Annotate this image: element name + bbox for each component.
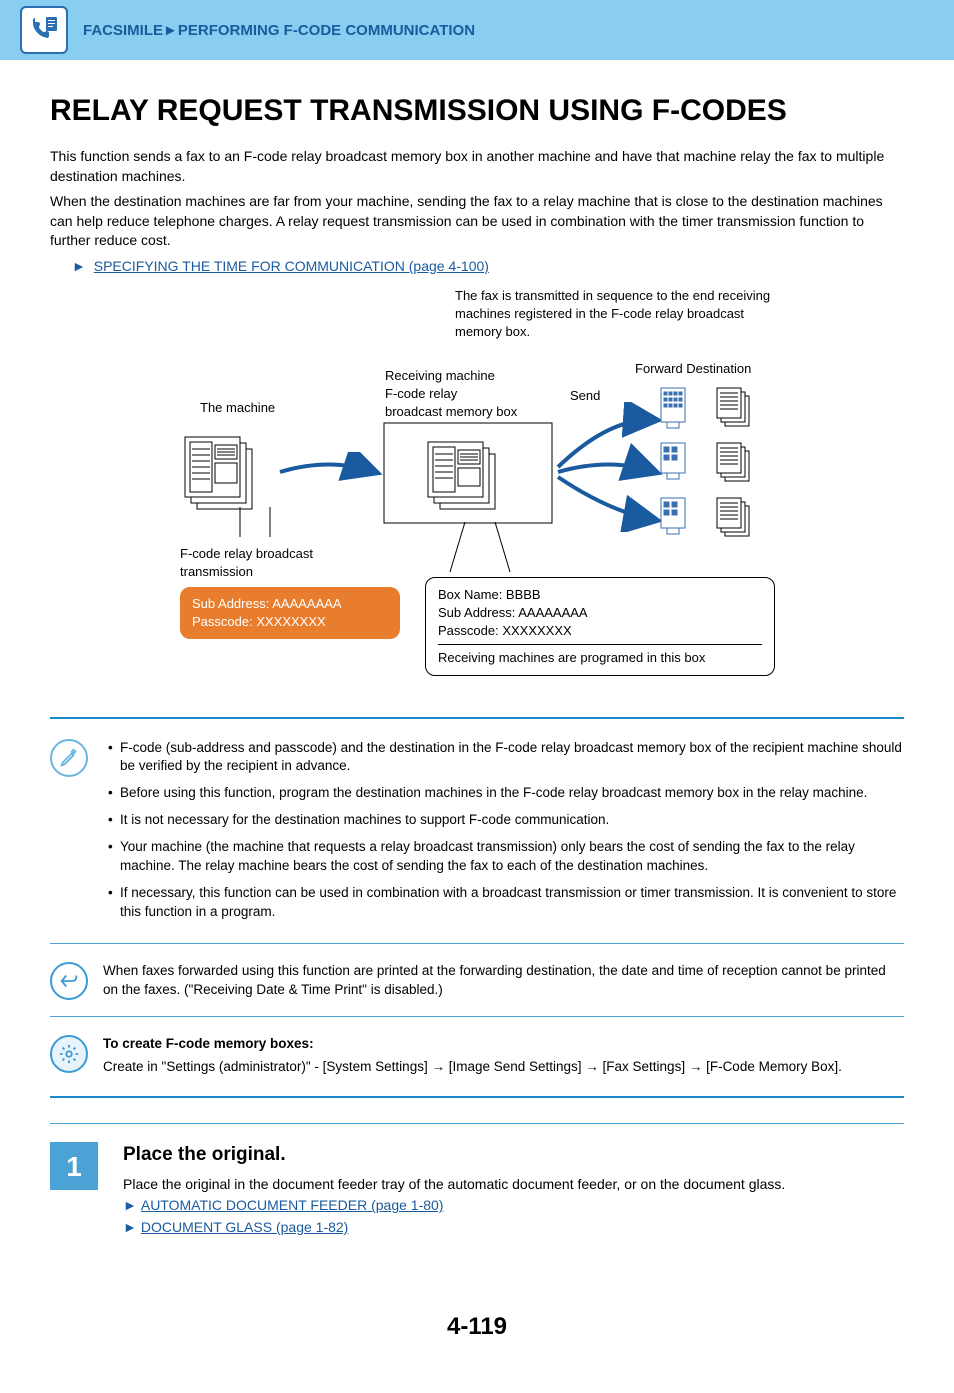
bullet-3: It is not necessary for the destination … [108,811,904,830]
box-note: Receiving machines are programed in this… [438,649,762,667]
receiving-machine-label: Receiving machine F-code relay broadcast… [385,367,517,422]
divider [50,1123,904,1124]
note-bullets: F-code (sub-address and passcode) and th… [103,739,904,930]
white-info-box: Box Name: BBBB Sub Address: AAAAAAAA Pas… [425,577,775,677]
note-gear-block: To create F-code memory boxes: Create in… [50,1025,904,1086]
divider [50,717,904,719]
arrow-to-relay-icon [275,452,385,492]
phone-doc-icon [20,6,68,54]
step-title: Place the original. [123,1142,785,1169]
relay-box-icon [383,422,553,527]
bullet-2: Before using this function, program the … [108,784,904,803]
gear-title: To create F-code memory boxes: [103,1036,314,1051]
destination-icons [653,382,773,542]
breadcrumb: FACSIMILE►PERFORMING F-CODE COMMUNICATIO… [83,20,475,41]
arrows-to-dest-icon [550,402,670,532]
step-1-block: 1 Place the original. Place the original… [50,1132,904,1249]
gear-text: Create in "Settings (administrator)" - [… [103,1058,904,1077]
arrow-icon: ► [123,1219,137,1235]
arrow-icon: ► [123,1197,137,1213]
header-bar: FACSIMILE►PERFORMING F-CODE COMMUNICATIO… [0,0,954,60]
divider [50,943,904,944]
orange-info-box: Sub Address: AAAAAAAA Passcode: XXXXXXXX [180,587,400,639]
orange-l1: Sub Address: AAAAAAAA [192,595,388,613]
gear-note-text: To create F-code memory boxes: Create in… [103,1035,904,1081]
back-note-text: When faxes forwarded using this function… [103,962,904,1004]
back-note-p: When faxes forwarded using this function… [103,962,904,1000]
adf-link[interactable]: AUTOMATIC DOCUMENT FEEDER (page 1-80) [141,1197,444,1213]
note-pencil-block: F-code (sub-address and passcode) and th… [50,729,904,935]
divider [50,1016,904,1017]
note-back-block: When faxes forwarded using this function… [50,952,904,1009]
intro-p2: When the destination machines are far fr… [50,192,904,251]
page-title: RELAY REQUEST TRANSMISSION USING F-CODES [50,90,904,132]
fcode-trans-label: F-code relay broadcast transmission [180,545,360,581]
forward-destination-label: Forward Destination [635,360,751,378]
intro-p1: This function sends a fax to an F-code r… [50,147,904,186]
pencil-icon [50,739,88,777]
bullet-1: F-code (sub-address and passcode) and th… [108,739,904,777]
gear-icon [50,1035,88,1073]
step-text: Place the original in the document feede… [123,1175,785,1195]
relay-diagram: The fax is transmitted in sequence to th… [50,287,904,707]
intro-text: This function sends a fax to an F-code r… [50,147,904,251]
white-l3: Passcode: XXXXXXXX [438,623,572,638]
white-l1: Box Name: BBBB [438,586,762,604]
back-arrow-icon [50,962,88,1000]
step-number: 1 [50,1142,98,1190]
arrow-icon: ► [72,258,86,274]
white-l2: Sub Address: AAAAAAAA [438,604,762,622]
bullet-4: Your machine (the machine that requests … [108,838,904,876]
bullet-5: If necessary, this function can be used … [108,884,904,922]
divider [50,1096,904,1098]
orange-l2: Passcode: XXXXXXXX [192,613,388,631]
glass-link[interactable]: DOCUMENT GLASS (page 1-82) [141,1219,348,1235]
time-comm-link[interactable]: SPECIFYING THE TIME FOR COMMUNICATION (p… [94,258,489,274]
page-number: 4-119 [50,1310,904,1344]
diagram-caption: The fax is transmitted in sequence to th… [455,287,785,342]
the-machine-label: The machine [200,399,275,417]
link-row: ► SPECIFYING THE TIME FOR COMMUNICATION … [50,257,904,277]
